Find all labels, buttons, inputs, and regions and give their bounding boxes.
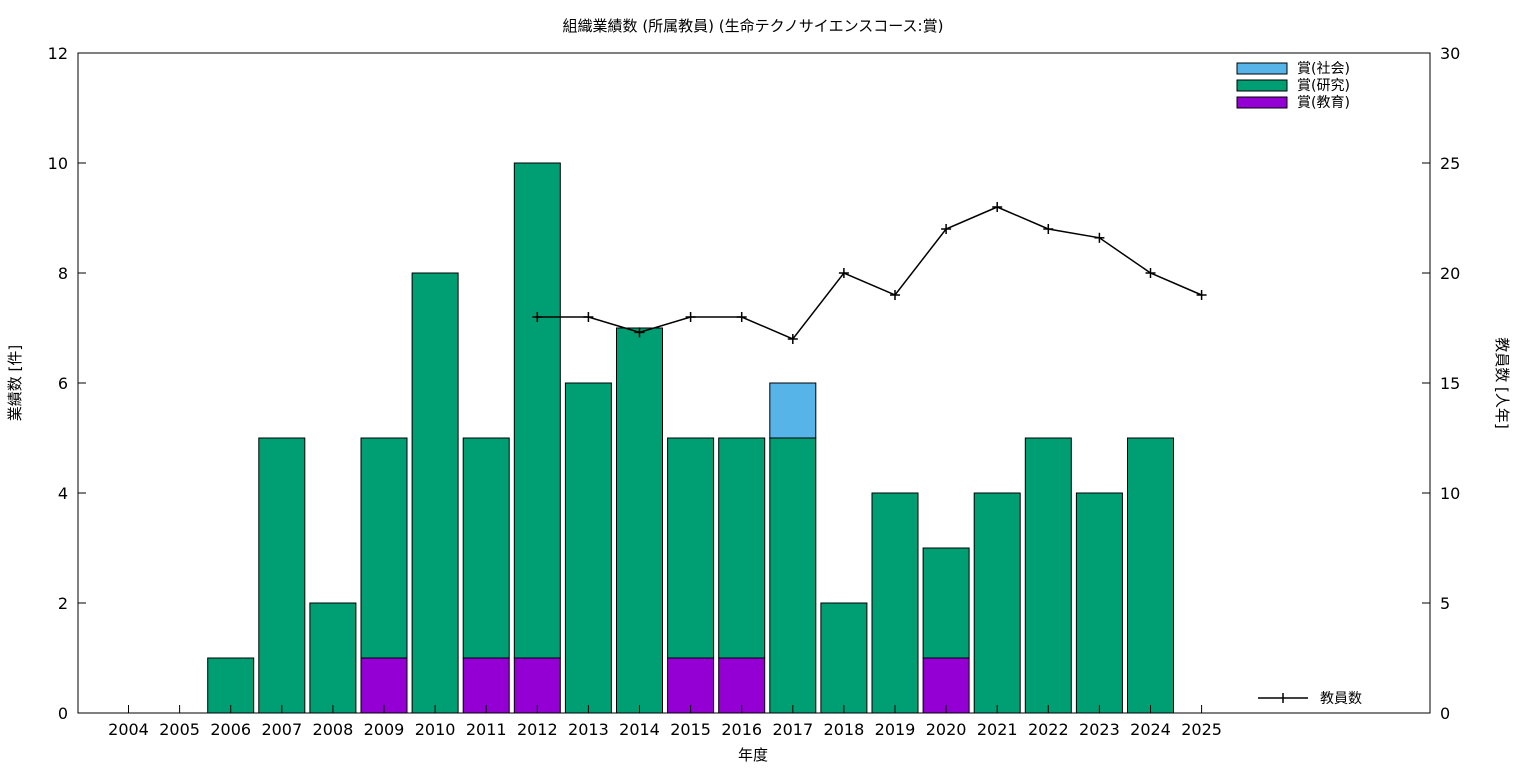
- y-axis-left: 0 2 4 6 8 10 12: [48, 44, 86, 723]
- bar-2016-series-0: [718, 657, 766, 714]
- x-tick-label: 2019: [875, 720, 916, 739]
- bar-2023-series-1: [1075, 492, 1123, 714]
- y-tick-label: 4: [58, 484, 68, 503]
- x-tick-label: 2006: [210, 720, 251, 739]
- x-tick-label: 2008: [313, 720, 354, 739]
- y-tick-label: 6: [58, 374, 68, 393]
- x-tick-label: 2009: [364, 720, 405, 739]
- x-tick-label: 2005: [159, 720, 200, 739]
- bar-2010-series-1: [411, 272, 459, 714]
- y2-tick-label: 25: [1440, 154, 1460, 173]
- bar-2022-series-1: [1024, 437, 1072, 714]
- bar-2012-series-1: [513, 162, 561, 659]
- y-tick-label: 10: [48, 154, 68, 173]
- legend-swatch-1: [1236, 79, 1288, 92]
- faculty-line-point: [890, 290, 900, 300]
- faculty-line-point: [1196, 290, 1207, 300]
- bar-2018-series-1: [820, 602, 868, 714]
- x-tick-label: 2016: [721, 720, 762, 739]
- line-legend: 教員数: [1258, 691, 1362, 707]
- x-tick-label: 2022: [1028, 720, 1069, 739]
- x-tick-label: 2015: [670, 720, 711, 739]
- y2-tick-label: 0: [1440, 704, 1450, 723]
- faculty-line-point: [583, 312, 594, 322]
- x-tick-label: 2023: [1079, 720, 1120, 739]
- faculty-line-point: [992, 202, 1003, 212]
- y2-tick-label: 15: [1440, 374, 1460, 393]
- x-tick-label: 2011: [466, 720, 507, 739]
- y-axis-title: 業績数 [件]: [6, 345, 24, 421]
- x-tick-label: 2010: [415, 720, 456, 739]
- faculty-line-point: [1094, 232, 1105, 243]
- legend-label-1: 賞(研究): [1297, 78, 1350, 94]
- faculty-line-point: [1145, 268, 1156, 278]
- y2-axis-title: 教員数 [人年]: [1493, 337, 1511, 428]
- faculty-line-point: [1043, 224, 1054, 234]
- y-tick-label: 8: [58, 264, 68, 283]
- faculty-line-path: [537, 206, 1202, 340]
- bar-2014-series-1: [616, 327, 663, 714]
- bar-2011-series-0: [462, 657, 510, 714]
- bar-2020-series-1: [922, 547, 970, 659]
- faculty-line: [532, 202, 1207, 344]
- bar-2015-series-1: [667, 437, 715, 659]
- legend-swatch-2: [1236, 62, 1288, 75]
- x-tick-label: 2024: [1130, 720, 1171, 739]
- faculty-line-point: [736, 312, 747, 322]
- bar-2009-series-1: [360, 437, 408, 659]
- x-tick-label: 2014: [619, 720, 660, 739]
- x-tick-label: 2004: [108, 720, 149, 739]
- faculty-line-point: [634, 327, 645, 338]
- x-tick-label: 2017: [772, 720, 813, 739]
- bar-2012-series-0: [513, 657, 561, 714]
- bar-2019-series-1: [871, 492, 919, 714]
- x-axis: 2004 2005 2006 2007 2008 2009 2010 2011 2012 2013…: [108, 705, 1222, 739]
- bar-2009-series-0: [360, 657, 408, 714]
- bar-2016-series-1: [718, 437, 766, 659]
- bar-2017-series-2: [769, 382, 817, 439]
- faculty-line-point: [532, 312, 543, 322]
- x-tick-label: 2020: [926, 720, 967, 739]
- bar-2021-series-1: [973, 492, 1021, 714]
- legend-label-0: 賞(教育): [1297, 95, 1350, 111]
- bar-2011-series-1: [462, 437, 510, 659]
- chart-title: 組織業績数 (所属教員) (生命テクノサイエンスコース:賞): [563, 17, 944, 35]
- bar-2013-series-1: [564, 382, 612, 714]
- x-tick-label: 2021: [977, 720, 1018, 739]
- faculty-line-point: [787, 334, 798, 344]
- x-tick-label: 2025: [1181, 720, 1222, 739]
- bar-2007-series-1: [258, 437, 306, 714]
- y-axis-right: 0 5 10 15 20 25 30: [1422, 44, 1460, 723]
- y2-tick-label: 20: [1440, 264, 1460, 283]
- x-tick-label: 2013: [568, 720, 609, 739]
- legend-label-2: 賞(社会): [1297, 61, 1350, 77]
- y-tick-label: 0: [58, 704, 68, 723]
- legend: 賞(社会)賞(研究)賞(教育): [1236, 61, 1350, 111]
- x-axis-title: 年度: [738, 746, 768, 764]
- faculty-line-point: [838, 268, 849, 278]
- bar-2008-series-1: [309, 602, 357, 714]
- bar-2017-series-1: [769, 437, 817, 714]
- line-legend-label: 教員数: [1320, 691, 1362, 707]
- y2-tick-label: 30: [1440, 44, 1460, 63]
- y2-tick-label: 5: [1440, 594, 1450, 613]
- bars: [207, 162, 1174, 714]
- bar-2024-series-1: [1127, 437, 1174, 714]
- y-tick-label: 12: [48, 44, 68, 63]
- bar-2020-series-0: [922, 657, 970, 714]
- faculty-line-point: [941, 224, 952, 234]
- y-tick-label: 2: [58, 594, 68, 613]
- bar-2015-series-0: [667, 657, 715, 714]
- bar-2006-series-1: [207, 657, 255, 714]
- y2-tick-label: 10: [1440, 484, 1460, 503]
- x-tick-label: 2012: [517, 720, 558, 739]
- faculty-line-point: [685, 312, 696, 322]
- x-tick-label: 2007: [261, 720, 302, 739]
- x-tick-label: 2018: [824, 720, 865, 739]
- legend-swatch-0: [1236, 96, 1288, 109]
